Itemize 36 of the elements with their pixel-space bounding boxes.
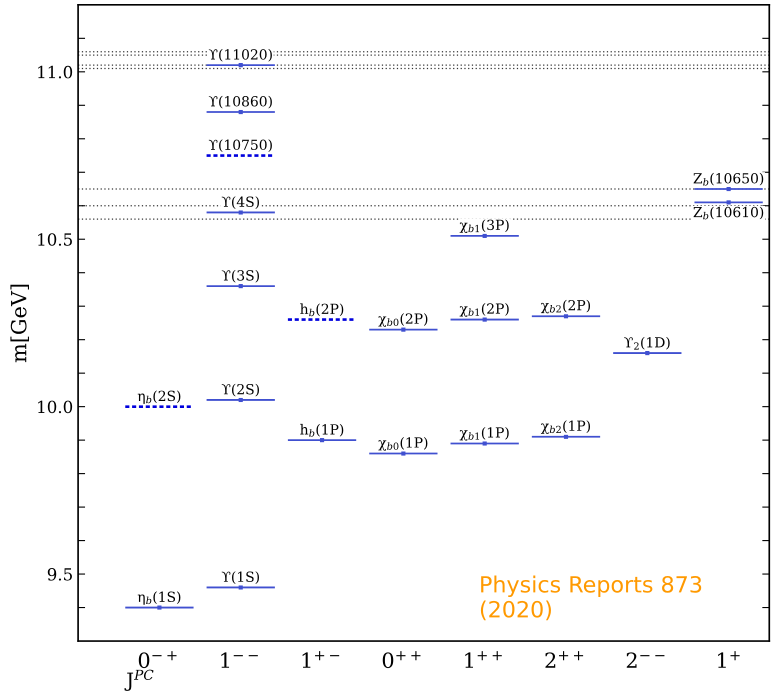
x-tick-label: 0$^{++}$ bbox=[382, 651, 420, 668]
annotation: ϒ(1S) bbox=[222, 571, 259, 584]
y-tick-label: 11.0 bbox=[38, 66, 72, 78]
annotation: ϒ(2S) bbox=[222, 384, 259, 396]
annotation: h$_{b}$(1P) bbox=[300, 424, 344, 437]
annotation: h$_{b}$(2P) bbox=[300, 303, 344, 316]
y-tick-label: 10.5 bbox=[38, 233, 72, 246]
x-tick-label: 2$^{−−}$ bbox=[626, 652, 664, 668]
annotation: ϒ(3S) bbox=[222, 270, 259, 283]
annotation: χ$_{b1}$(1P) bbox=[460, 426, 509, 441]
annotation: ϒ(10750) bbox=[208, 139, 272, 152]
x-tick-label: 1$^{+}$ bbox=[718, 651, 740, 668]
x-tick-label: 1$^{++}$ bbox=[465, 651, 502, 668]
annotation: χ$_{b2}$(2P) bbox=[540, 300, 590, 314]
annotation: χ$_{b0}$(2P) bbox=[378, 313, 428, 327]
x-axis-title: J$^{PC}$ bbox=[124, 670, 154, 691]
y-tick-label: 9.5 bbox=[48, 568, 72, 581]
annotation: χ$_{b2}$(1P) bbox=[540, 420, 590, 434]
x-tick-label: 1$^{−−}$ bbox=[221, 652, 258, 668]
x-tick-label: 2$^{++}$ bbox=[545, 651, 584, 668]
annotation: ϒ(10860) bbox=[208, 96, 272, 108]
annotation: χ$_{b0}$(1P) bbox=[378, 436, 428, 451]
annotation: χ$_{b1}$(2P) bbox=[460, 303, 509, 317]
x-tick-label: 0$^{−+}$ bbox=[138, 651, 177, 668]
annotation: η$_{b}$(1S) bbox=[138, 591, 180, 605]
annotation: Z$_{b}$(10650) bbox=[694, 172, 764, 186]
annotation: η$_{b}$(2S) bbox=[138, 390, 180, 404]
x-tick-label: 1$^{+−}$ bbox=[302, 651, 340, 668]
annotation: ϒ$_{2}$(1D) bbox=[624, 336, 670, 350]
y-axis-title: m[GeV] bbox=[10, 284, 29, 362]
y-tick-label: 10.0 bbox=[38, 400, 72, 414]
annotation: χ$_{b1}$(3P) bbox=[460, 219, 509, 233]
annotation: ϒ(4S) bbox=[222, 196, 259, 209]
annotation: Physics Reports 873 (2020) bbox=[480, 576, 702, 620]
annotation: ϒ(11020) bbox=[208, 48, 272, 62]
annotation: Z$_{b}$(10610) bbox=[694, 206, 764, 220]
